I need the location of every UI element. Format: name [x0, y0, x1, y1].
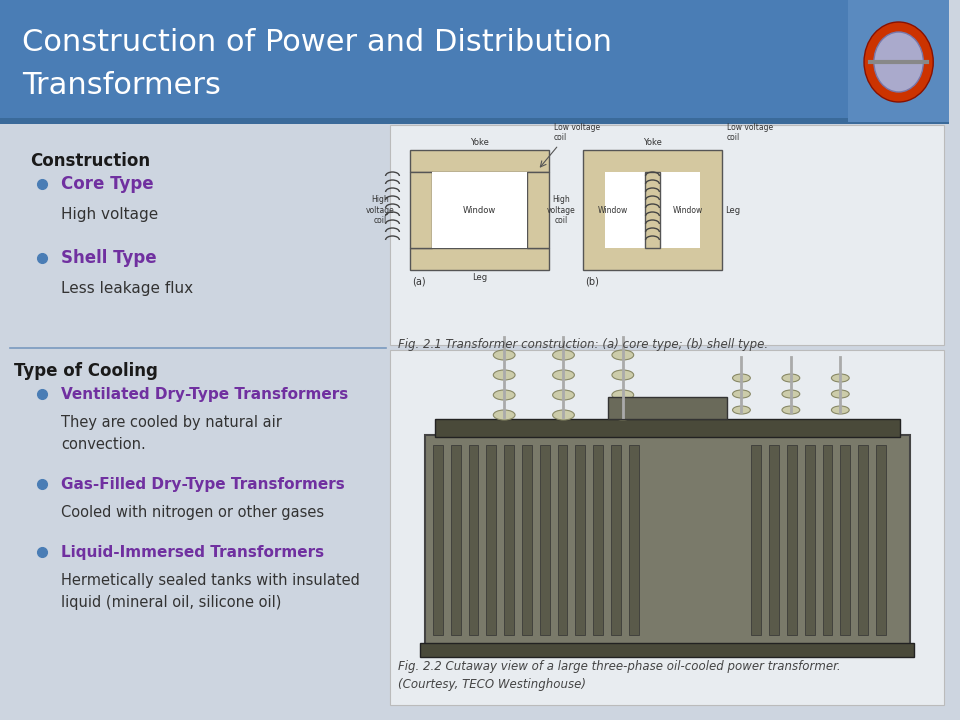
Bar: [391, 125, 944, 345]
Bar: [593, 445, 603, 635]
Bar: [410, 248, 549, 270]
Bar: [425, 435, 909, 645]
Text: Ventilated Dry-Type Transformers: Ventilated Dry-Type Transformers: [61, 387, 348, 402]
Ellipse shape: [553, 350, 574, 360]
Bar: [522, 445, 532, 635]
Ellipse shape: [493, 390, 516, 400]
Ellipse shape: [782, 374, 800, 382]
Ellipse shape: [874, 32, 924, 92]
Text: Core Type: Core Type: [61, 175, 154, 193]
Bar: [849, 0, 949, 122]
Bar: [644, 172, 660, 248]
Ellipse shape: [612, 410, 634, 420]
Text: Leg: Leg: [472, 273, 487, 282]
Bar: [823, 445, 832, 635]
Ellipse shape: [612, 390, 634, 400]
Bar: [605, 172, 649, 248]
Ellipse shape: [612, 370, 634, 380]
Text: Low voltage
coil: Low voltage coil: [727, 122, 773, 142]
Text: Window: Window: [598, 205, 628, 215]
Ellipse shape: [782, 406, 800, 414]
Bar: [608, 397, 727, 419]
Text: Leg: Leg: [725, 205, 740, 215]
Text: High voltage: High voltage: [61, 207, 158, 222]
Text: Transformers: Transformers: [22, 71, 221, 99]
Ellipse shape: [732, 390, 751, 398]
Bar: [433, 445, 443, 635]
Bar: [468, 445, 478, 635]
Text: Hermetically sealed tanks with insulated: Hermetically sealed tanks with insulated: [61, 572, 360, 588]
Text: Liquid-Immersed Transformers: Liquid-Immersed Transformers: [61, 544, 324, 559]
Text: Fig. 2.1 Transformer construction: (a) core type; (b) shell type.: Fig. 2.1 Transformer construction: (a) c…: [398, 338, 769, 351]
Ellipse shape: [612, 350, 634, 360]
Bar: [0, 118, 949, 124]
Bar: [787, 445, 797, 635]
Bar: [451, 445, 461, 635]
Ellipse shape: [493, 350, 516, 360]
Ellipse shape: [493, 370, 516, 380]
Bar: [804, 445, 815, 635]
Ellipse shape: [831, 406, 850, 414]
Ellipse shape: [493, 410, 516, 420]
Text: Low voltage
coil: Low voltage coil: [554, 122, 600, 142]
Bar: [584, 150, 722, 270]
Text: liquid (mineral oil, silicone oil): liquid (mineral oil, silicone oil): [61, 595, 281, 610]
Text: Yoke: Yoke: [470, 138, 489, 147]
Text: Cooled with nitrogen or other gases: Cooled with nitrogen or other gases: [61, 505, 324, 520]
Ellipse shape: [831, 374, 850, 382]
Bar: [410, 172, 432, 248]
Ellipse shape: [782, 390, 800, 398]
Bar: [540, 445, 550, 635]
Ellipse shape: [732, 406, 751, 414]
Bar: [435, 419, 900, 437]
Text: High
voltage
coil: High voltage coil: [366, 195, 395, 225]
Text: (b): (b): [586, 276, 599, 286]
Text: Window: Window: [463, 205, 496, 215]
Ellipse shape: [831, 390, 850, 398]
Bar: [420, 643, 915, 657]
Bar: [0, 0, 949, 120]
Text: Yoke: Yoke: [643, 138, 661, 147]
Text: Fig. 2.2 Cutaway view of a large three-phase oil-cooled power transformer.: Fig. 2.2 Cutaway view of a large three-p…: [398, 660, 841, 673]
Ellipse shape: [553, 410, 574, 420]
Ellipse shape: [732, 374, 751, 382]
Text: Gas-Filled Dry-Type Transformers: Gas-Filled Dry-Type Transformers: [61, 477, 345, 492]
Bar: [876, 445, 886, 635]
Bar: [769, 445, 779, 635]
Ellipse shape: [553, 370, 574, 380]
Bar: [504, 445, 514, 635]
Bar: [527, 172, 549, 248]
Text: They are cooled by natural air: They are cooled by natural air: [61, 415, 282, 430]
Bar: [840, 445, 851, 635]
Text: Shell Type: Shell Type: [61, 249, 156, 267]
Text: High
voltage
coil: High voltage coil: [547, 195, 576, 225]
Text: (a): (a): [412, 276, 426, 286]
Bar: [655, 172, 700, 248]
Bar: [629, 445, 638, 635]
Bar: [558, 445, 567, 635]
Text: Window: Window: [673, 205, 703, 215]
Bar: [611, 445, 621, 635]
Bar: [858, 445, 868, 635]
Text: (Courtesy, TECO Westinghouse): (Courtesy, TECO Westinghouse): [398, 678, 587, 691]
Bar: [410, 150, 549, 172]
Bar: [391, 350, 944, 705]
Bar: [487, 445, 496, 635]
Text: Construction of Power and Distribution: Construction of Power and Distribution: [22, 27, 612, 56]
Text: Type of Cooling: Type of Cooling: [13, 362, 157, 380]
Text: Less leakage flux: Less leakage flux: [61, 281, 193, 295]
Ellipse shape: [864, 22, 933, 102]
Ellipse shape: [553, 390, 574, 400]
Bar: [752, 445, 761, 635]
Text: convection.: convection.: [61, 436, 146, 451]
Bar: [575, 445, 586, 635]
Bar: [432, 172, 527, 248]
Text: Construction: Construction: [30, 152, 150, 170]
